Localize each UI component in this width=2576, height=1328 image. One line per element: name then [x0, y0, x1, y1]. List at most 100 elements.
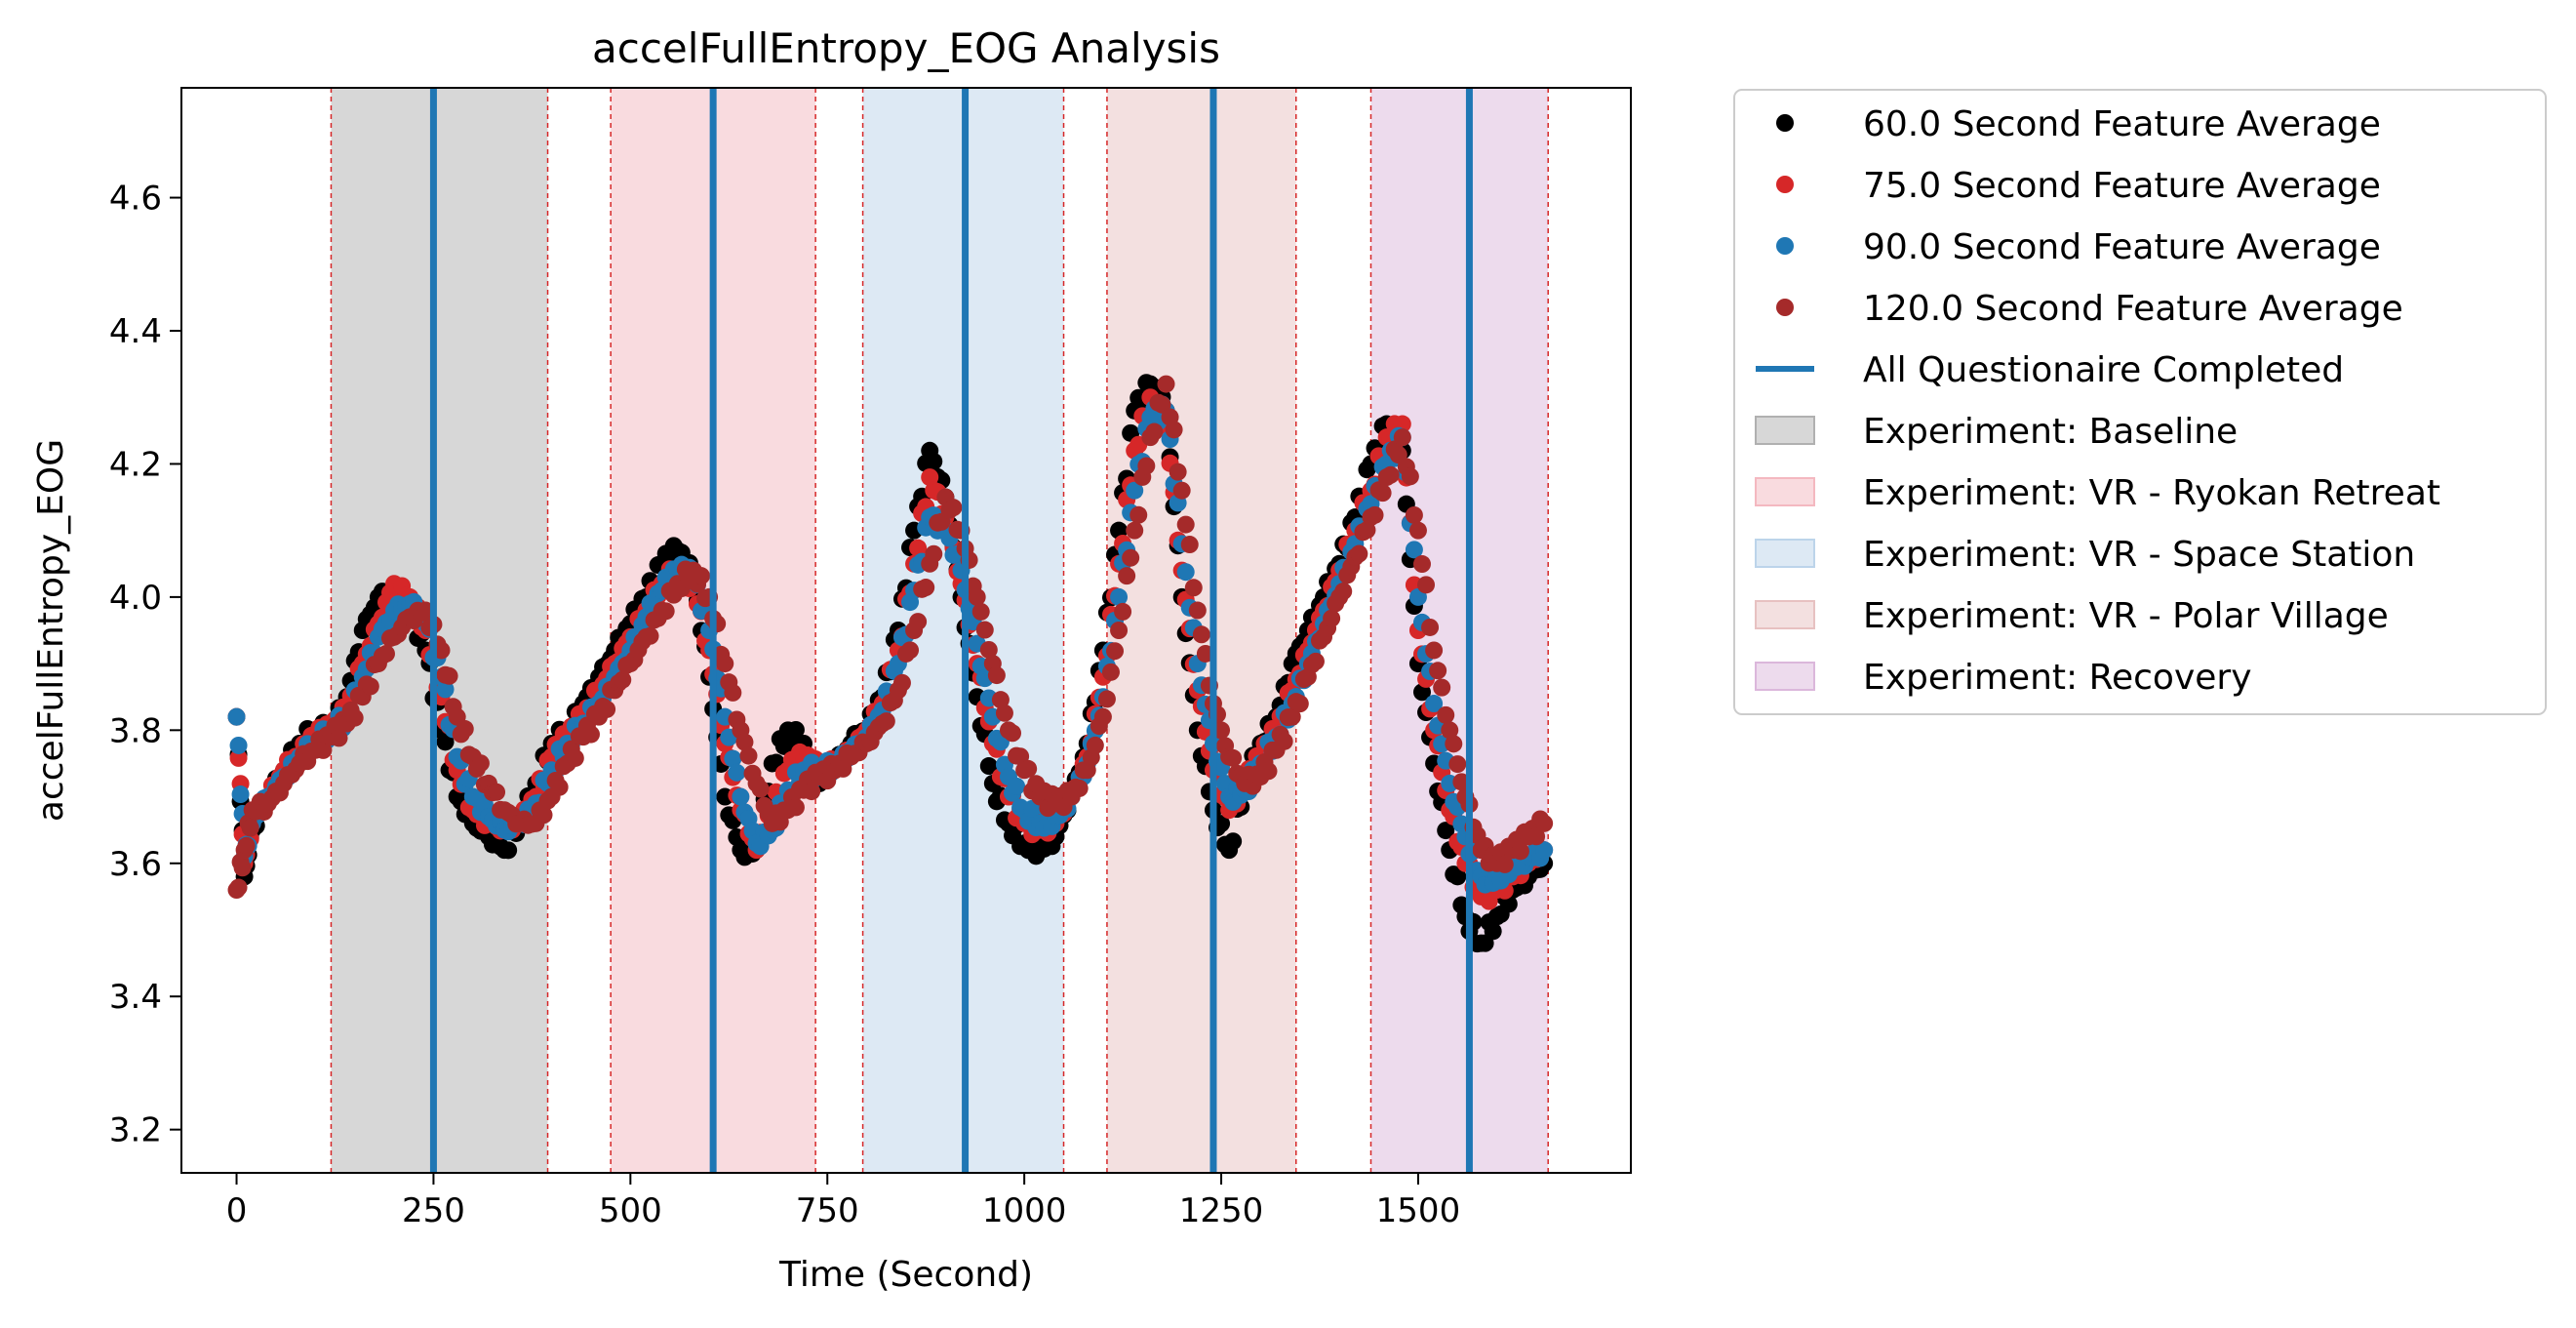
point-s3-63-2 [1212, 721, 1231, 740]
point-s3-75-2 [1401, 467, 1419, 486]
y-axis-label: accelFullEntropy_EOG [31, 439, 71, 822]
x-tick-label-1: 250 [402, 1191, 465, 1230]
point-s3-60-3 [1169, 463, 1187, 481]
point-s3-76-2 [1417, 576, 1436, 594]
point-s2-75-3 [1405, 541, 1423, 559]
point-s3-44-3 [917, 579, 935, 597]
point-s3-58-3 [1137, 457, 1156, 475]
point-s0-45-1 [925, 452, 943, 470]
point-s3-62 [1188, 601, 1207, 620]
legend-marker-region-0 [1755, 416, 1815, 445]
point-s3-28-1 [656, 602, 675, 621]
point-s1-0-1 [229, 748, 248, 767]
point-s2-14-1 [436, 680, 455, 699]
point-s3-1-3 [241, 819, 259, 837]
point-s3-68-2 [1290, 695, 1309, 713]
legend-marker-1 [1776, 176, 1794, 193]
point-s3-33-1 [735, 733, 754, 751]
y-tick-label-7: 4.6 [109, 180, 162, 219]
point-s3-10-2 [376, 644, 395, 663]
point-s0-18-1 [499, 841, 518, 860]
y-tick-label-1: 3.4 [109, 978, 162, 1017]
legend-marker-region-2 [1755, 539, 1815, 568]
point-s3-71-1 [1334, 583, 1353, 601]
point-s3-27-1 [641, 626, 659, 645]
point-s3-57 [1110, 622, 1129, 639]
x-axis-label: Time (Second) [778, 1255, 1033, 1295]
point-s0-48-3 [979, 757, 998, 776]
point-s3-23-2 [581, 725, 600, 744]
point-s3-37-2 [803, 783, 821, 801]
point-s3-22-2 [566, 748, 584, 767]
point-s0-63-2 [1212, 815, 1231, 833]
point-s2-0 [227, 707, 246, 726]
legend-frame [1733, 89, 2547, 715]
chart-title: accelFullEntropy_EOG Analysis [592, 24, 1220, 72]
point-s3-50-1 [1004, 724, 1022, 743]
point-s3-59-1 [1145, 423, 1164, 441]
point-s3-81-2 [1495, 855, 1514, 873]
x-tick-label-0: 0 [226, 1191, 248, 1230]
point-s2-50-2 [1008, 777, 1026, 795]
point-s3-25-2 [614, 670, 632, 689]
point-s3-77-1 [1429, 662, 1447, 680]
point-s2-77 [1425, 695, 1444, 713]
questionnaire-lines [429, 88, 1473, 1173]
point-s3-14 [432, 641, 451, 660]
point-s3-36-2 [786, 798, 805, 817]
point-s3-73-1 [1366, 505, 1384, 524]
point-s3-21-2 [550, 778, 569, 796]
point-s3-57-3 [1122, 548, 1140, 567]
point-s3-59-3 [1153, 395, 1171, 414]
x-tick-label-6: 1500 [1376, 1191, 1461, 1230]
point-s3-68 [1283, 707, 1301, 726]
point-s3-74-1 [1381, 465, 1400, 484]
point-s3-75-3 [1405, 505, 1423, 524]
point-s2-33 [732, 787, 750, 806]
point-s3-24-2 [598, 700, 616, 718]
point-s2-57 [1110, 587, 1129, 606]
legend-marker-0 [1776, 114, 1794, 132]
point-s3-60-2 [1165, 421, 1183, 439]
point-s3-57-2 [1118, 567, 1136, 585]
y-tick-label-6: 4.4 [109, 312, 162, 351]
point-s3-78-1 [1445, 735, 1463, 753]
point-s3-61-3 [1184, 579, 1203, 597]
point-s3-78-3 [1452, 773, 1471, 791]
point-s2-0-1 [229, 736, 248, 754]
point-s3-56-3 [1106, 642, 1125, 661]
point-s0-81-3 [1499, 895, 1518, 913]
point-s3-62-2 [1196, 644, 1214, 663]
point-s3-66-2 [1259, 762, 1278, 781]
x-tick-label-3: 750 [796, 1191, 859, 1230]
legend-marker-region-1 [1755, 477, 1815, 506]
point-s3-46-2 [944, 499, 963, 517]
point-s3-48-3 [979, 640, 998, 659]
point-s3-77-2 [1433, 678, 1451, 697]
point-s1-44-1 [909, 539, 928, 557]
point-s3-7-2 [330, 729, 348, 747]
point-s3-61-2 [1180, 536, 1199, 554]
point-s3-20-2 [535, 806, 553, 825]
y-tick-label-5: 4.2 [109, 445, 162, 484]
x-tick-label-5: 1250 [1179, 1191, 1264, 1230]
legend-label-questionnaire: All Questionaire Completed [1863, 350, 2344, 390]
point-s2-32-3 [728, 763, 746, 782]
point-s3-45-1 [925, 544, 943, 563]
point-s3-30-2 [693, 567, 711, 585]
y-tick-label-4: 4.0 [109, 579, 162, 618]
point-s3-78-2 [1448, 755, 1467, 774]
legend-label-3: 120.0 Second Feature Average [1863, 289, 2403, 329]
data-points [227, 374, 1554, 953]
point-s3-14-2 [440, 666, 458, 685]
point-s3-13 [416, 601, 435, 620]
point-s3-77-3 [1437, 705, 1455, 724]
point-s2-32-2 [724, 749, 742, 768]
point-s3-49-2 [991, 691, 1010, 709]
y-tick-label-0: 3.2 [109, 1111, 162, 1150]
point-s3-44-1 [909, 613, 928, 631]
point-s3-67-2 [1275, 732, 1293, 750]
point-s0-80-3 [1484, 922, 1502, 941]
y-tick-label-2: 3.6 [109, 845, 162, 884]
point-s3-8-2 [345, 708, 364, 727]
